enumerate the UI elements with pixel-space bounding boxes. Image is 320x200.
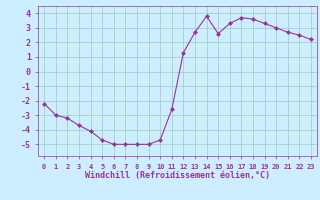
X-axis label: Windchill (Refroidissement éolien,°C): Windchill (Refroidissement éolien,°C): [85, 171, 270, 180]
